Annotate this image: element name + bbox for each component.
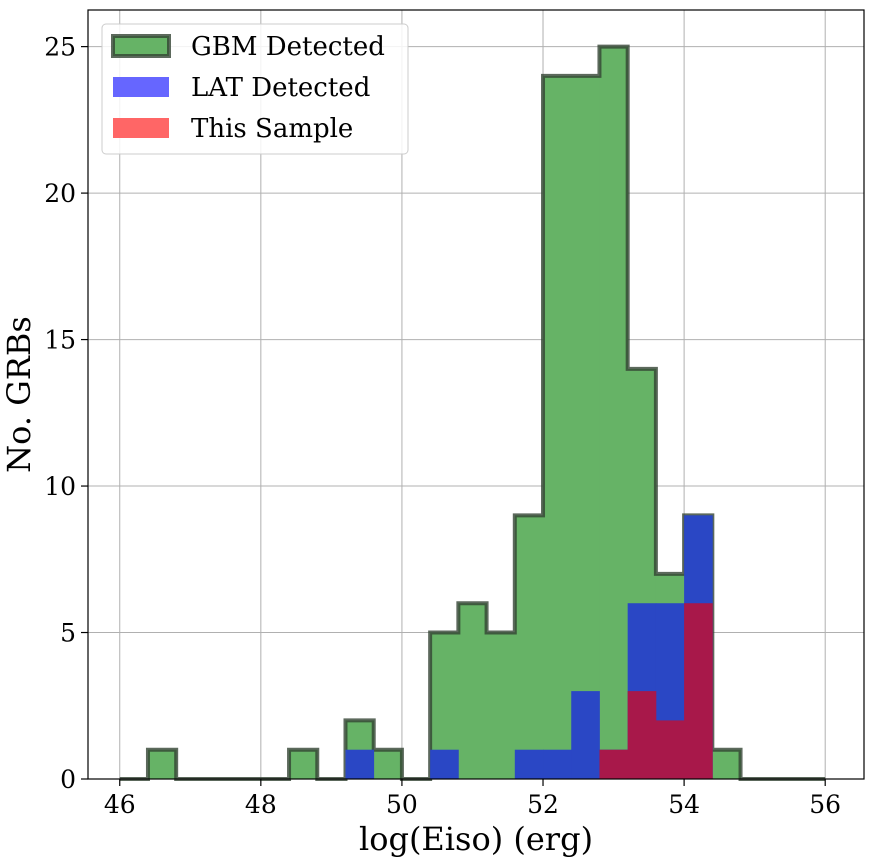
legend-label-this-sample: This Sample	[191, 114, 353, 144]
legend: GBM Detected LAT Detected This Sample	[101, 23, 409, 155]
bar-lat-detected	[345, 749, 375, 779]
plot-frame	[87, 9, 865, 780]
bar-this-sample	[599, 749, 629, 779]
x-tick-label: 56	[809, 790, 841, 819]
bar-gbm-detected	[571, 75, 600, 779]
x-tick-label: 54	[668, 790, 700, 819]
bar-gbm-detected	[543, 75, 572, 779]
y-tick-label: 10	[44, 472, 76, 501]
y-tick-label: 0	[60, 765, 76, 794]
bar-gbm-detected	[458, 603, 487, 779]
y-tick-label: 25	[44, 33, 76, 62]
bar-gbm-detected	[712, 749, 741, 779]
y-tick-label: 5	[60, 619, 76, 648]
axis-ticks: 46 48 50 52 54 56 0 5 10 15 20 25	[44, 33, 841, 819]
x-tick-label: 46	[104, 790, 136, 819]
bar-gbm-detected	[599, 46, 629, 780]
bar-lat-detected	[571, 691, 600, 779]
bar-lat-detected	[514, 749, 544, 779]
legend-swatch-this-sample	[113, 118, 169, 138]
legend-box	[101, 23, 409, 155]
bar-gbm-detected	[486, 632, 516, 779]
bar-this-sample	[684, 603, 713, 779]
x-tick-label: 48	[245, 790, 277, 819]
bar-lat-detected	[543, 749, 572, 779]
legend-swatch-gbm-detected	[111, 34, 171, 58]
bar-gbm-detected	[289, 749, 318, 779]
x-axis-label: log(Eiso) (erg)	[359, 820, 593, 858]
legend-label-lat-detected: LAT Detected	[191, 73, 370, 103]
y-tick-label: 20	[44, 179, 76, 208]
y-tick-label: 15	[44, 326, 76, 355]
bar-lat-detected	[430, 749, 459, 779]
x-tick-label: 52	[527, 790, 559, 819]
y-axis-label: No. GRBs	[0, 316, 38, 473]
x-tick-label: 50	[386, 790, 418, 819]
bar-this-sample	[627, 691, 657, 779]
bar-gbm-detected	[514, 515, 544, 779]
bar-gbm-detected	[373, 749, 403, 779]
bar-gbm-detected	[147, 749, 177, 779]
bar-this-sample	[655, 720, 685, 779]
legend-swatch-lat-detected	[113, 77, 169, 97]
legend-label-gbm-detected: GBM Detected	[191, 32, 385, 62]
